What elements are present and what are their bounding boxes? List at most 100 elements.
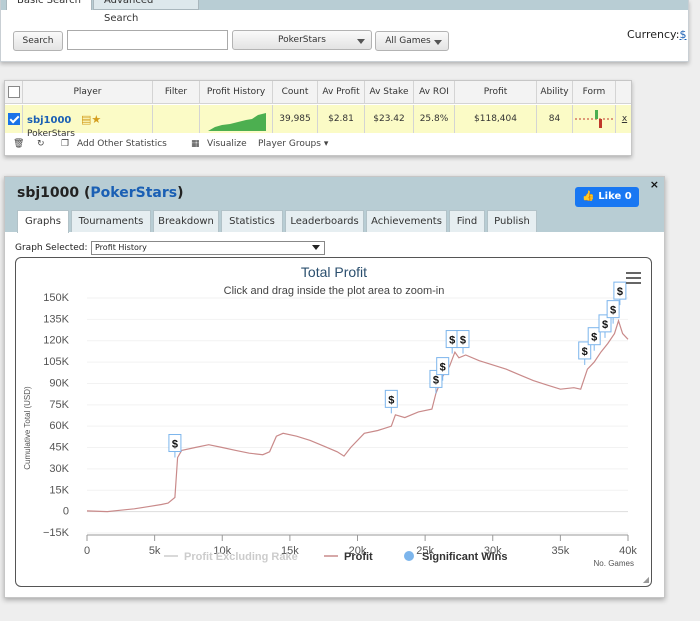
remove-row-button[interactable]: x	[621, 114, 628, 124]
row-checkbox-cell	[5, 105, 23, 133]
significant-win-flag	[436, 357, 450, 376]
y-tick-label: 30K	[49, 463, 69, 475]
facebook-like-button[interactable]: 👍 Like 0	[575, 187, 639, 207]
form-chart	[575, 110, 613, 128]
filter-cell	[153, 105, 200, 133]
significant-win-flag	[456, 330, 470, 349]
site-select-value: PokerStars	[278, 35, 326, 45]
legend-label: Profit Excluding Rake	[184, 551, 298, 563]
y-tick-label: 135K	[43, 313, 69, 325]
significant-win-label: $	[440, 362, 446, 374]
form-cell	[573, 105, 616, 133]
y-tick-label: 45K	[49, 442, 69, 454]
profit-chart[interactable]: Total Profit Click and drag inside the p…	[15, 257, 652, 587]
add-other-statistics-link[interactable]: Add Other Statistics	[77, 139, 167, 149]
tab-achievements[interactable]: Achievements	[366, 210, 447, 232]
table-toolbar: 🗑 ↻ ❐ Add Other Statistics ▦ Visualize P…	[5, 135, 631, 155]
chevron-down-icon	[434, 40, 442, 45]
column-header-count[interactable]: Count	[273, 81, 318, 103]
av-roi-cell: 25.8%	[414, 105, 455, 133]
tab-statistics[interactable]: Statistics	[221, 210, 283, 232]
resize-grip-icon[interactable]: ◢	[642, 575, 649, 584]
tab-find[interactable]: Find	[449, 210, 485, 232]
y-tick-label: 120K	[43, 335, 69, 347]
significant-wins-markers: $$$$$ $$$$$$	[168, 281, 627, 458]
profile-site-link[interactable]: PokerStars	[90, 185, 178, 201]
table-row[interactable]: sbj1000 PokerStars ▤★ 39,985 $2.81 $23.4…	[5, 105, 631, 139]
tab-basic-search[interactable]: Basic Search	[6, 0, 92, 10]
column-header-form[interactable]: Form	[573, 81, 616, 103]
tab-publish[interactable]: Publish	[487, 210, 537, 232]
chart-ylabel: Cumulative Total (USD)	[23, 386, 32, 470]
currency-label: Currency:	[627, 28, 680, 41]
search-panel: Basic Search Advanced Search Search Poke…	[0, 0, 689, 62]
row-checkbox[interactable]	[8, 113, 20, 125]
av-profit-cell: $2.81	[318, 105, 365, 133]
y-tick-label: 0	[63, 506, 69, 518]
graph-select[interactable]: Profit History	[91, 241, 325, 255]
x-tick-label: 15k	[281, 545, 299, 557]
visualize-link[interactable]: Visualize	[207, 139, 247, 149]
legend-label: Profit	[344, 551, 373, 563]
graph-selected-label: Graph Selected:	[15, 243, 88, 253]
column-header-player[interactable]: Player	[23, 81, 153, 103]
column-header-ability[interactable]: Ability	[537, 81, 573, 103]
x-tick-label: 10k	[213, 545, 231, 557]
chevron-down-icon: ▾	[323, 139, 329, 149]
column-header-filter[interactable]: Filter	[153, 81, 200, 103]
x-tick-label: 35k	[552, 545, 570, 557]
column-header-profit[interactable]: Profit	[455, 81, 537, 103]
graph-select-value: Profit History	[95, 243, 147, 252]
tab-advanced-search[interactable]: Advanced Search	[93, 0, 199, 24]
player-cell: sbj1000 PokerStars ▤★	[23, 105, 153, 139]
search-input[interactable]	[67, 30, 228, 50]
significant-win-label: $	[582, 346, 588, 358]
games-select[interactable]: All Games	[375, 31, 449, 51]
tab-breakdown[interactable]: Breakdown	[153, 210, 219, 232]
y-tick-label: 75K	[49, 399, 69, 411]
significant-win-flag	[168, 434, 182, 453]
player-groups-dropdown[interactable]: Player Groups ▾	[258, 139, 328, 149]
form-bar-win	[595, 110, 598, 119]
chart-legend: Profit Excluding Rake Profit Significant W…	[164, 551, 507, 563]
trash-icon[interactable]: 🗑	[13, 139, 25, 149]
profile-panel: sbj1000 (PokerStars) × 👍 Like 0 Graphs T…	[4, 176, 665, 598]
refresh-icon[interactable]: ↻	[37, 139, 45, 149]
profit-cell: $118,404	[455, 105, 537, 133]
form-bar-loss	[599, 119, 602, 128]
header-checkbox-cell	[5, 81, 23, 103]
site-select[interactable]: PokerStars	[232, 30, 372, 50]
profile-player-name: sbj1000	[17, 185, 80, 201]
games-select-value: All Games	[385, 36, 431, 46]
chart-series	[86, 318, 629, 513]
player-badges-icon: ▤★	[81, 113, 102, 126]
chart-title: Total Profit	[301, 264, 367, 280]
tab-graphs[interactable]: Graphs	[17, 210, 69, 233]
profit-history-sparkline	[200, 105, 273, 133]
add-stats-icon: ❐	[61, 139, 70, 149]
significant-win-label: $	[610, 305, 616, 317]
profit-chart-svg: Total Profit Click and drag inside the p…	[23, 264, 637, 568]
tab-leaderboards[interactable]: Leaderboards	[285, 210, 364, 232]
significant-win-flag	[606, 300, 620, 319]
tab-tournaments[interactable]: Tournaments	[71, 210, 151, 232]
y-tick-label: 60K	[49, 420, 69, 432]
column-header-profit-history[interactable]: Profit History	[200, 81, 273, 103]
like-label: Like 0	[598, 191, 632, 202]
significant-win-label: $	[433, 374, 439, 386]
column-header-av-roi[interactable]: Av ROI	[414, 81, 455, 103]
close-icon[interactable]: ×	[649, 178, 659, 191]
column-header-av-stake[interactable]: Av Stake	[365, 81, 414, 103]
player-name-link[interactable]: sbj1000	[27, 115, 72, 126]
column-header-av-profit[interactable]: Av Profit	[318, 81, 365, 103]
significant-win-label: $	[172, 439, 178, 451]
y-tick-label: 15K	[49, 484, 69, 496]
significant-win-flag	[613, 281, 627, 300]
search-button[interactable]: Search	[13, 31, 63, 51]
chevron-down-icon	[312, 245, 320, 250]
select-all-checkbox[interactable]	[8, 86, 20, 98]
ability-cell: 84	[537, 105, 573, 133]
currency-link[interactable]: $	[679, 28, 687, 41]
y-tick-label: −15K	[43, 527, 70, 539]
chart-menu-icon[interactable]	[626, 272, 641, 287]
